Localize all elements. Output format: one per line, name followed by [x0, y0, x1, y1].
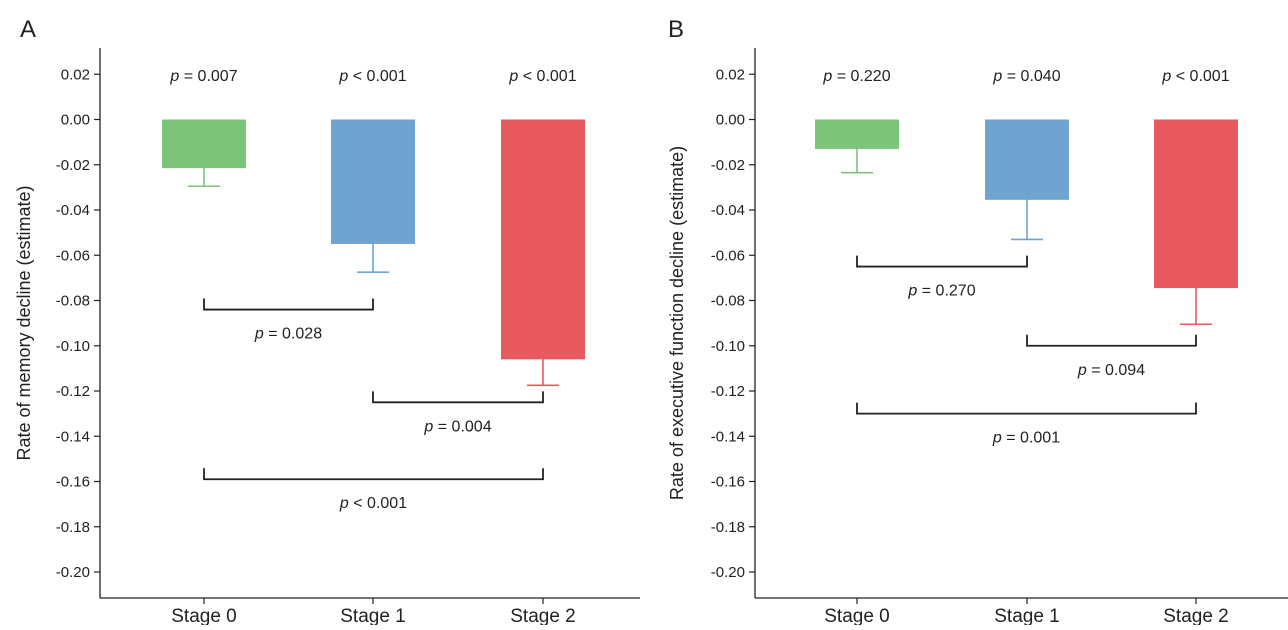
bar-p-value-value: < 0.001 — [518, 68, 576, 85]
y-tick-label: 0.02 — [61, 66, 90, 83]
bracket-p-value-italic: p — [423, 418, 433, 435]
y-tick-label: -0.02 — [711, 157, 745, 174]
y-axis-title: Rate of executive function decline (esti… — [667, 146, 687, 500]
y-tick-label: 0.00 — [716, 112, 745, 129]
panel-label: A — [20, 16, 36, 43]
y-tick-label: -0.12 — [711, 383, 745, 400]
bracket-p-value-value: = 0.094 — [1087, 362, 1145, 379]
bar-p-value-italic: p — [822, 68, 832, 85]
comparison-bracket — [203, 298, 374, 311]
bracket-p-value-value: = 0.270 — [917, 283, 975, 300]
bracket-p-value: p = 0.001 — [992, 430, 1060, 447]
bar-p-value-value: = 0.007 — [179, 68, 237, 85]
bar-p-value: p < 0.001 — [508, 68, 576, 85]
y-tick-label: 0.02 — [716, 66, 745, 83]
comparison-bracket — [372, 391, 544, 404]
x-tick-label: Stage 0 — [824, 606, 890, 625]
y-tick-label: -0.20 — [711, 564, 745, 581]
y-tick-label: -0.08 — [56, 293, 90, 310]
bracket-p-value-italic: p — [254, 326, 264, 343]
bracket-p-value-italic: p — [992, 430, 1002, 447]
bracket-p-value-value: < 0.001 — [349, 495, 407, 512]
y-tick-label: -0.08 — [711, 293, 745, 310]
y-tick-label: -0.14 — [711, 428, 745, 445]
x-tick-label: Stage 1 — [340, 606, 406, 625]
bar-p-value-value: = 0.220 — [832, 68, 890, 85]
y-tick-label: -0.18 — [711, 519, 745, 536]
bracket-p-value: p = 0.028 — [254, 326, 322, 343]
bar-p-value: p = 0.040 — [992, 68, 1060, 85]
y-tick-label: -0.04 — [56, 202, 90, 219]
bar-p-value: p < 0.001 — [338, 68, 406, 85]
comparison-bracket — [1026, 334, 1197, 347]
bracket-p-value: p = 0.004 — [423, 418, 491, 435]
y-tick-label: -0.04 — [711, 202, 745, 219]
panel-label: B — [668, 16, 684, 43]
panel-a: A 0.02 0.00 -0.02 -0.04 -0.06 -0.08 -0.10 -0.12 -… — [14, 16, 640, 627]
bar-p-value-value: < 0.001 — [348, 68, 406, 85]
y-tick-label: -0.06 — [56, 247, 90, 264]
y-tick-label: -0.10 — [56, 338, 90, 355]
comparison-bracket — [203, 468, 544, 481]
bar-p-value-italic: p — [338, 68, 348, 85]
bracket-p-value-value: = 0.028 — [264, 326, 322, 343]
y-axis-title: Rate of memory decline (estimate) — [14, 185, 34, 460]
y-tick-label: -0.06 — [711, 247, 745, 264]
bar-p-value-value: = 0.040 — [1002, 68, 1060, 85]
bar-p-value-italic: p — [169, 68, 179, 85]
bar-p-value-value: < 0.001 — [1171, 68, 1229, 85]
x-tick-label: Stage 2 — [1163, 606, 1229, 625]
bar-p-value-italic: p — [508, 68, 518, 85]
bar-p-value: p = 0.220 — [822, 68, 890, 85]
x-tick-label: Stage 2 — [510, 606, 576, 625]
bracket-p-value-value: = 0.001 — [1002, 430, 1060, 447]
y-tick-label: 0.00 — [61, 112, 90, 129]
bracket-p-value-italic: p — [339, 495, 349, 512]
bar — [501, 119, 585, 360]
x-tick-label: Stage 0 — [171, 606, 237, 625]
y-tick-label: -0.14 — [56, 428, 90, 445]
y-tick-label: -0.02 — [56, 157, 90, 174]
comparison-bracket — [856, 402, 1197, 415]
bar-p-value: p = 0.007 — [169, 68, 237, 85]
bracket-p-value: p = 0.270 — [907, 283, 975, 300]
panel-b: B 0.02 0.00 -0.02 -0.04 -0.06 -0.08 -0.10 -0.12 -… — [667, 16, 1288, 627]
comparison-bracket — [856, 255, 1028, 268]
bracket-p-value: p < 0.001 — [339, 495, 407, 512]
y-tick-label: -0.18 — [56, 519, 90, 536]
bracket-p-value-value: = 0.004 — [433, 418, 491, 435]
bracket-p-value: p = 0.094 — [1077, 362, 1145, 379]
bar-p-value: p < 0.001 — [1161, 68, 1229, 85]
y-tick-label: -0.10 — [711, 338, 745, 355]
bar-p-value-italic: p — [992, 68, 1002, 85]
bracket-p-value-italic: p — [1077, 362, 1087, 379]
bar-p-value-italic: p — [1161, 68, 1171, 85]
y-tick-label: -0.16 — [56, 474, 90, 491]
y-tick-label: -0.20 — [56, 564, 90, 581]
x-tick-label: Stage 1 — [994, 606, 1060, 625]
bracket-p-value-italic: p — [907, 283, 917, 300]
y-tick-label: -0.12 — [56, 383, 90, 400]
y-tick-label: -0.16 — [711, 474, 745, 491]
